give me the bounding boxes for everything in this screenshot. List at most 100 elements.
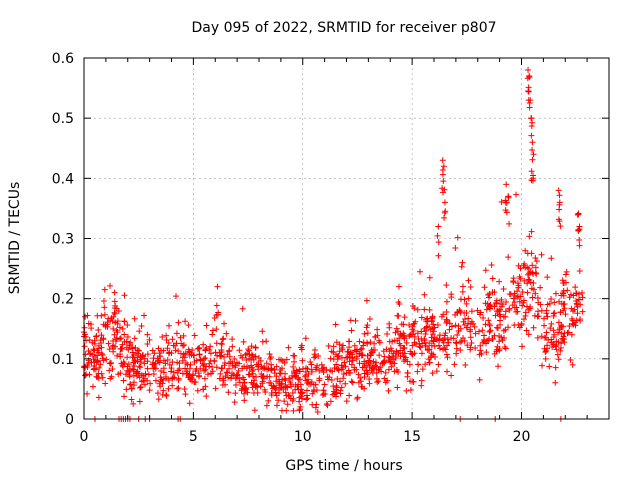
data-point	[298, 342, 305, 349]
data-point	[233, 381, 240, 388]
data-point	[522, 312, 529, 319]
data-point	[160, 357, 167, 364]
data-point	[426, 274, 433, 281]
data-point	[342, 363, 349, 370]
data-point	[201, 375, 208, 382]
data-point	[302, 372, 309, 379]
data-point	[284, 401, 291, 408]
data-point	[550, 341, 557, 348]
data-point	[566, 294, 573, 301]
data-point	[113, 335, 120, 342]
data-point	[346, 392, 353, 399]
data-point	[351, 342, 358, 349]
data-point	[92, 354, 99, 361]
data-point	[286, 375, 293, 382]
data-point	[177, 350, 184, 357]
data-point	[349, 379, 356, 386]
data-point	[347, 369, 354, 376]
data-point	[147, 380, 154, 387]
data-point	[312, 381, 319, 388]
data-point	[414, 306, 421, 313]
data-point	[281, 398, 288, 405]
data-point	[192, 379, 199, 386]
spike-point	[111, 298, 118, 305]
data-point	[435, 342, 442, 349]
data-point	[524, 280, 531, 287]
spike-point	[530, 151, 537, 158]
data-point	[120, 377, 127, 384]
data-point	[493, 300, 500, 307]
data-point	[99, 374, 106, 381]
data-point	[376, 352, 383, 359]
data-point	[453, 340, 460, 347]
spike-point	[396, 283, 402, 290]
data-point	[94, 358, 101, 365]
data-point	[229, 336, 236, 343]
data-point	[259, 328, 266, 335]
data-point	[364, 330, 371, 337]
data-point	[519, 302, 526, 309]
data-point	[137, 383, 144, 390]
spike-point	[576, 237, 583, 244]
data-point	[513, 191, 520, 198]
data-point	[348, 361, 355, 368]
data-point	[511, 322, 518, 329]
data-point	[358, 383, 365, 390]
data-point	[134, 369, 141, 376]
data-point	[558, 292, 565, 299]
data-point	[418, 350, 425, 357]
data-point	[546, 300, 553, 307]
data-point	[375, 366, 382, 373]
data-point	[321, 381, 328, 388]
spike-point	[458, 263, 465, 270]
spike-point	[525, 67, 532, 74]
data-point	[202, 347, 209, 354]
data-point	[348, 327, 355, 334]
data-point	[202, 366, 209, 373]
data-point	[290, 352, 297, 359]
data-point	[98, 312, 105, 319]
data-point	[548, 320, 555, 327]
data-point	[364, 340, 371, 347]
data-point	[346, 358, 353, 365]
data-point	[567, 356, 574, 363]
data-point	[253, 373, 260, 380]
data-point	[554, 351, 561, 358]
data-point	[235, 367, 242, 374]
data-point	[415, 361, 422, 368]
data-point	[160, 387, 167, 394]
data-point	[229, 343, 236, 350]
data-point	[186, 351, 193, 358]
data-point	[576, 291, 582, 298]
data-point	[207, 350, 214, 357]
data-point	[494, 325, 501, 332]
data-point	[189, 371, 196, 378]
data-point	[461, 337, 468, 344]
data-point	[337, 378, 344, 385]
data-point	[93, 333, 100, 340]
data-point	[268, 365, 275, 372]
y-tick-label: 0.2	[52, 292, 74, 308]
data-point	[248, 351, 255, 358]
spike-point	[556, 199, 563, 206]
data-point	[361, 370, 368, 377]
data-point	[474, 307, 481, 314]
data-point	[155, 396, 162, 403]
data-point	[477, 311, 484, 318]
data-point	[144, 365, 151, 372]
data-point	[277, 370, 284, 377]
x-tick-label: 5	[189, 429, 198, 445]
data-point	[124, 367, 131, 374]
data-point	[201, 355, 208, 362]
data-point	[359, 351, 366, 358]
spike-point	[441, 186, 448, 193]
data-point	[156, 359, 163, 366]
data-point	[141, 381, 148, 388]
data-point	[448, 372, 455, 379]
data-point	[538, 251, 545, 258]
data-point	[562, 311, 569, 318]
data-point	[203, 322, 210, 329]
data-point	[562, 279, 569, 286]
data-point	[180, 351, 187, 358]
data-point	[535, 299, 542, 306]
